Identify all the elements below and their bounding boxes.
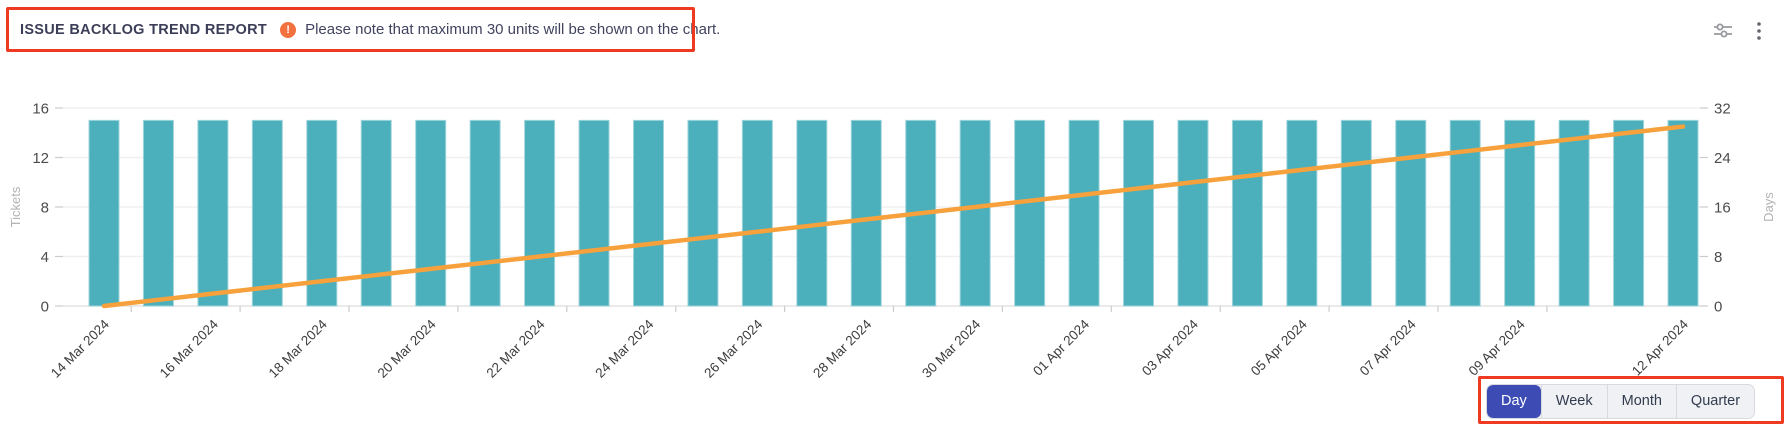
- right-axis-tick-label: 32: [1714, 101, 1731, 118]
- bar-10-apr-2024[interactable]: [1558, 119, 1590, 307]
- right-axis-tick-label: 24: [1714, 150, 1731, 167]
- x-axis-label: 24 Mar 2024: [592, 316, 657, 381]
- left-axis-tick-label: 16: [32, 101, 49, 118]
- time-granularity-control: Day Week Month Quarter: [1486, 384, 1756, 419]
- bar-24-mar-2024[interactable]: [632, 119, 664, 307]
- left-axis-tick-label: 0: [41, 299, 49, 316]
- bar-22-mar-2024[interactable]: [524, 119, 556, 307]
- alert-circle-icon: [280, 21, 297, 38]
- left-axis-tick-label: 12: [32, 150, 49, 167]
- bar-03-apr-2024[interactable]: [1177, 119, 1209, 307]
- x-axis-label: 01 Apr 2024: [1030, 316, 1092, 378]
- x-axis-label: 09 Apr 2024: [1466, 316, 1528, 378]
- report-title: ISSUE BACKLOG TREND REPORT: [20, 21, 268, 38]
- bar-14-mar-2024[interactable]: [88, 119, 120, 307]
- kebab-menu-icon[interactable]: [1756, 21, 1762, 41]
- left-axis-tick-label: 8: [41, 200, 49, 217]
- bar-06-apr-2024[interactable]: [1340, 119, 1372, 307]
- bar-09-apr-2024[interactable]: [1504, 119, 1536, 307]
- bar-18-mar-2024[interactable]: [306, 119, 338, 307]
- trend-line[interactable]: [101, 124, 1686, 309]
- bar-28-mar-2024[interactable]: [850, 119, 882, 307]
- x-axis-label: 05 Apr 2024: [1248, 316, 1310, 378]
- bar-27-mar-2024[interactable]: [796, 119, 828, 307]
- x-axis-label: 28 Mar 2024: [810, 316, 875, 381]
- bar-17-mar-2024[interactable]: [251, 119, 283, 307]
- right-axis-tick-label: 0: [1714, 299, 1722, 316]
- right-axis-tick-label: 16: [1714, 200, 1731, 217]
- sliders-icon[interactable]: [1712, 20, 1734, 42]
- right-axis-tick-label: 8: [1714, 249, 1722, 266]
- bar-31-mar-2024[interactable]: [1014, 119, 1046, 307]
- bar-01-apr-2024[interactable]: [1068, 119, 1100, 307]
- bar-11-apr-2024[interactable]: [1613, 119, 1645, 307]
- x-axis-label: 14 Mar 2024: [48, 316, 113, 381]
- bar-12-apr-2024[interactable]: [1667, 119, 1699, 307]
- left-axis-title: Tickets: [8, 186, 23, 227]
- x-axis-label: 18 Mar 2024: [266, 316, 331, 381]
- right-axis-title: Days: [1761, 192, 1776, 222]
- x-axis-label: 12 Apr 2024: [1629, 316, 1691, 378]
- bar-16-mar-2024[interactable]: [197, 119, 229, 307]
- bar-21-mar-2024[interactable]: [469, 119, 501, 307]
- bar-25-mar-2024[interactable]: [687, 119, 719, 307]
- time-button-group: Day Week Month Quarter: [1486, 384, 1756, 419]
- report-note: Please note that maximum 30 units will b…: [305, 21, 721, 38]
- bar-26-mar-2024[interactable]: [741, 119, 773, 307]
- bar-02-apr-2024[interactable]: [1123, 119, 1155, 307]
- time-button-month[interactable]: Month: [1606, 385, 1676, 418]
- time-button-day[interactable]: Day: [1487, 385, 1541, 418]
- bar-20-mar-2024[interactable]: [415, 119, 447, 307]
- bar-15-mar-2024[interactable]: [142, 119, 174, 307]
- chart-toolbar: [1712, 20, 1762, 42]
- time-button-quarter[interactable]: Quarter: [1675, 385, 1755, 418]
- left-axis-tick-label: 4: [41, 249, 49, 266]
- x-axis-label: 22 Mar 2024: [483, 316, 548, 381]
- bar-23-mar-2024[interactable]: [578, 119, 610, 307]
- x-axis-label: 26 Mar 2024: [701, 316, 766, 381]
- x-axis-label: 30 Mar 2024: [919, 316, 984, 381]
- backlog-trend-chart: 0 0 4 8 8 16 12 24 16 32 Tickets Days 14 Mar 2024 16 …: [8, 101, 1776, 381]
- report-header: ISSUE BACKLOG TREND REPORT Please note t…: [6, 7, 720, 52]
- x-axis-label: 16 Mar 2024: [157, 316, 222, 381]
- bar-04-apr-2024[interactable]: [1231, 119, 1263, 307]
- bar-07-apr-2024[interactable]: [1395, 119, 1427, 307]
- x-axis-label: 20 Mar 2024: [375, 316, 440, 381]
- bar-30-mar-2024[interactable]: [959, 119, 991, 307]
- time-button-week[interactable]: Week: [1540, 385, 1607, 418]
- x-axis-label: 03 Apr 2024: [1139, 316, 1201, 378]
- x-axis-label: 07 Apr 2024: [1357, 316, 1419, 378]
- bar-05-apr-2024[interactable]: [1286, 119, 1318, 307]
